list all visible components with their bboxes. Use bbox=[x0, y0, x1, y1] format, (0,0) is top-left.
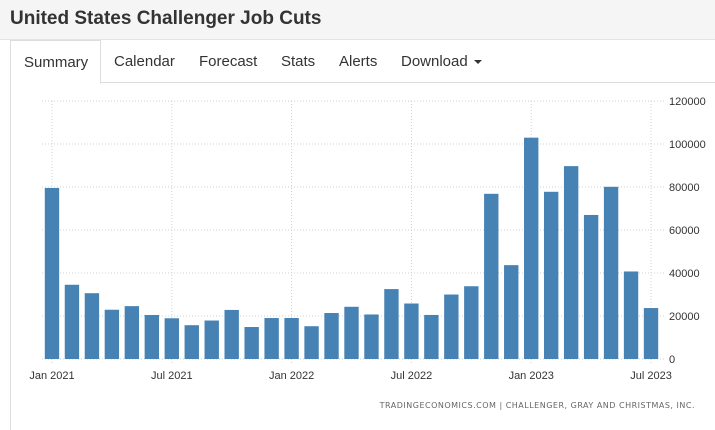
bar-2022-02 bbox=[304, 326, 319, 359]
tab-bar: Summary Calendar Forecast Stats Alerts D… bbox=[10, 40, 715, 84]
x-tick-label: Jan 2023 bbox=[509, 370, 554, 382]
chart-grid bbox=[42, 100, 665, 363]
page-title: United States Challenger Job Cuts bbox=[10, 8, 322, 29]
bar-2021-08 bbox=[184, 325, 199, 359]
bar-2021-09 bbox=[204, 320, 219, 359]
y-tick-label: 120000 bbox=[669, 96, 706, 108]
tab-stats-label: Stats bbox=[281, 53, 316, 70]
bar-2022-05 bbox=[364, 314, 379, 359]
bar-2023-07 bbox=[643, 308, 659, 359]
bar-2021-11 bbox=[244, 327, 259, 359]
bar-2021-02 bbox=[64, 284, 80, 359]
y-tick-label: 60000 bbox=[669, 225, 700, 237]
tab-download[interactable]: Download bbox=[401, 40, 482, 83]
bar-2023-01 bbox=[524, 137, 539, 359]
x-axis: Jan 2021 Jul 2021 Jan 2022 Jul 2022 Jan 2023… bbox=[29, 370, 671, 382]
tab-alerts[interactable]: Alerts bbox=[339, 40, 377, 83]
y-tick-label: 40000 bbox=[669, 268, 700, 280]
tab-forecast[interactable]: Forecast bbox=[199, 40, 257, 83]
bar-2022-01 bbox=[284, 318, 299, 359]
bar-2021-06 bbox=[144, 314, 160, 359]
x-tick-label: Jul 2023 bbox=[630, 370, 672, 382]
chart-bars bbox=[44, 137, 659, 359]
y-axis: 0 20000 40000 60000 80000 100000 120000 bbox=[669, 96, 706, 366]
bar-2023-02 bbox=[543, 191, 559, 359]
x-tick-label: Jul 2022 bbox=[391, 370, 433, 382]
bar-2022-11 bbox=[484, 193, 499, 359]
bar-2022-04 bbox=[344, 306, 359, 359]
bar-2023-03 bbox=[563, 166, 579, 359]
bar-2021-07 bbox=[164, 318, 179, 359]
x-tick-label: Jan 2022 bbox=[269, 370, 314, 382]
title-bar: United States Challenger Job Cuts bbox=[0, 0, 715, 40]
tab-calendar[interactable]: Calendar bbox=[114, 40, 175, 83]
bar-2023-06 bbox=[623, 271, 639, 359]
tab-alerts-label: Alerts bbox=[339, 53, 378, 70]
tab-summary-label: Summary bbox=[24, 54, 89, 71]
bar-2022-06 bbox=[384, 289, 399, 359]
tab-forecast-label: Forecast bbox=[199, 53, 258, 70]
bar-2022-03 bbox=[324, 313, 339, 359]
tab-download-label: Download bbox=[401, 53, 468, 70]
bar-2021-05 bbox=[124, 306, 140, 359]
bar-2022-12 bbox=[504, 265, 519, 359]
bar-2022-10 bbox=[464, 286, 479, 359]
chevron-down-icon bbox=[473, 60, 482, 65]
y-tick-label: 20000 bbox=[669, 311, 700, 323]
y-tick-label: 100000 bbox=[669, 139, 706, 151]
chart-panel bbox=[10, 83, 715, 430]
y-tick-label: 0 bbox=[669, 354, 675, 366]
bar-2021-03 bbox=[84, 293, 100, 359]
bar-2022-08 bbox=[424, 314, 439, 359]
tab-calendar-label: Calendar bbox=[114, 53, 175, 70]
bar-2021-01 bbox=[44, 187, 60, 359]
bar-2023-04 bbox=[583, 214, 599, 359]
bar-2023-05 bbox=[603, 186, 619, 359]
bar-2022-07 bbox=[404, 303, 419, 359]
x-tick-label: Jan 2021 bbox=[29, 370, 74, 382]
bar-2021-04 bbox=[104, 309, 120, 359]
tab-summary[interactable]: Summary bbox=[10, 40, 102, 84]
x-tick-label: Jul 2021 bbox=[151, 370, 193, 382]
y-tick-label: 80000 bbox=[669, 182, 700, 194]
bar-2021-10 bbox=[224, 309, 239, 359]
bar-2021-12 bbox=[264, 318, 279, 359]
bar-2022-09 bbox=[444, 294, 459, 359]
tab-stats[interactable]: Stats bbox=[281, 40, 315, 83]
source-credit: TRADINGECONOMICS.COM | CHALLENGER, GRAY … bbox=[379, 401, 695, 410]
